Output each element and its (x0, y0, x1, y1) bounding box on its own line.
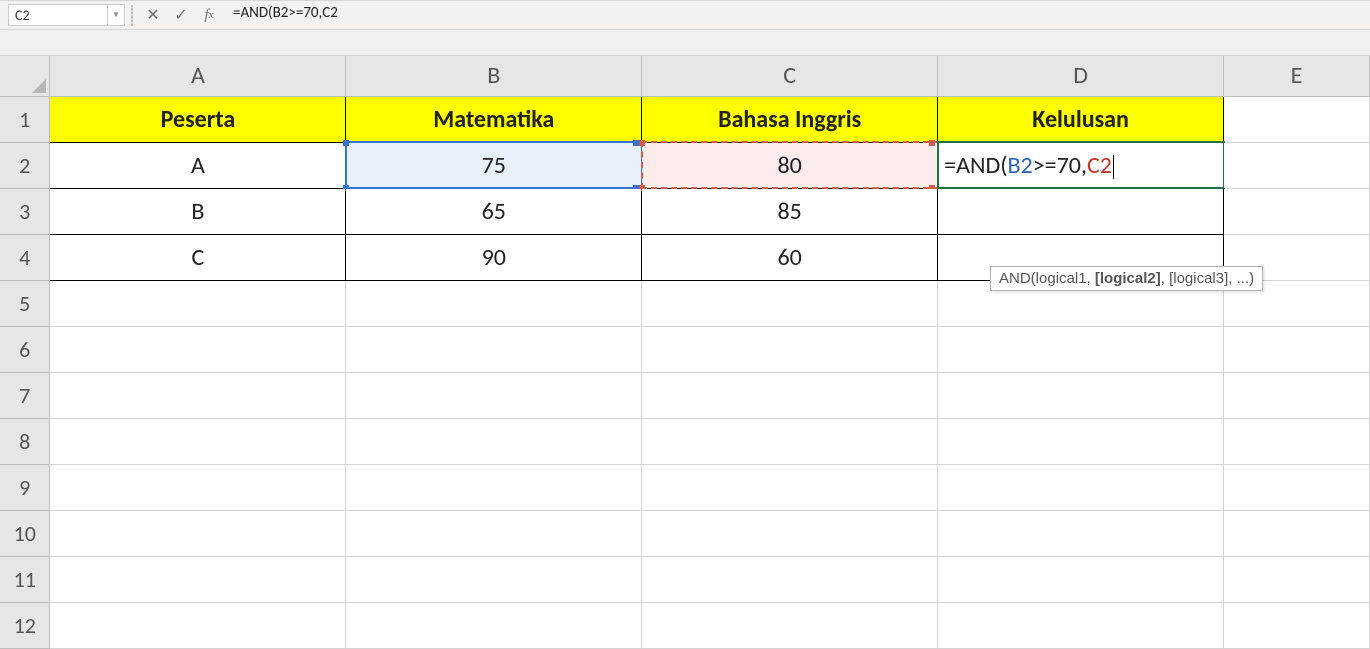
cell-B10[interactable] (346, 510, 642, 556)
formula-ref-c2: C2 (1087, 151, 1112, 180)
cell-A6[interactable] (50, 326, 346, 372)
row-header-8[interactable]: 8 (0, 418, 50, 464)
cell-B12[interactable] (346, 602, 642, 648)
col-header-E[interactable]: E (1224, 56, 1370, 96)
row-header-11[interactable]: 11 (0, 556, 50, 602)
cell-C10[interactable] (642, 510, 938, 556)
cell-A12[interactable] (50, 602, 346, 648)
cell-C1[interactable]: Bahasa Inggris (642, 96, 938, 142)
tooltip-fn: AND (999, 270, 1031, 287)
cell-C8[interactable] (642, 418, 938, 464)
cell-E6[interactable] (1224, 326, 1370, 372)
cell-E7[interactable] (1224, 372, 1370, 418)
text-cursor (1113, 155, 1114, 179)
cell-A11[interactable] (50, 556, 346, 602)
cell-D12[interactable] (938, 602, 1224, 648)
formula-input[interactable]: =AND(B2>=70,C2 (223, 4, 1362, 26)
cell-A8[interactable] (50, 418, 346, 464)
cell-A10[interactable] (50, 510, 346, 556)
formula-text: =AND(B2>=70,C2 (233, 4, 338, 22)
enter-icon[interactable]: ✓ (167, 3, 195, 27)
cell-C2[interactable]: 80 (642, 142, 938, 188)
row-header-4[interactable]: 4 (0, 234, 50, 280)
grid: A B C D E 1 Peserta Matematika Bahasa In… (0, 56, 1370, 649)
row-header-12[interactable]: 12 (0, 602, 50, 648)
row-header-3[interactable]: 3 (0, 188, 50, 234)
cell-C11[interactable] (642, 556, 938, 602)
cell-E1[interactable] (1224, 96, 1370, 142)
cell-B8[interactable] (346, 418, 642, 464)
cell-D8[interactable] (938, 418, 1224, 464)
formula-eq: = (944, 151, 956, 180)
cell-D1[interactable]: Kelulusan (938, 96, 1224, 142)
cell-B4[interactable]: 90 (346, 234, 642, 280)
tooltip-arg1: logical1, (1036, 270, 1095, 287)
cell-A2[interactable]: A (50, 142, 346, 188)
cell-D3[interactable] (938, 188, 1224, 234)
name-box-value: C2 (15, 7, 30, 24)
col-header-C[interactable]: C (642, 56, 938, 96)
cell-E10[interactable] (1224, 510, 1370, 556)
cell-D10[interactable] (938, 510, 1224, 556)
row-header-7[interactable]: 7 (0, 372, 50, 418)
function-tooltip[interactable]: AND(logical1, [logical2], [logical3], ..… (990, 266, 1263, 291)
cell-A1[interactable]: Peserta (50, 96, 346, 142)
cell-A4[interactable]: C (50, 234, 346, 280)
cell-B5[interactable] (346, 280, 642, 326)
cell-A9[interactable] (50, 464, 346, 510)
cell-B7[interactable] (346, 372, 642, 418)
cell-B1[interactable]: Matematika (346, 96, 642, 142)
formula-fn: AND( (956, 151, 1007, 180)
cell-B6[interactable] (346, 326, 642, 372)
cell-C9[interactable] (642, 464, 938, 510)
divider (131, 5, 133, 26)
cell-C12[interactable] (642, 602, 938, 648)
cell-B2[interactable]: 75 (346, 142, 642, 188)
cell-C5[interactable] (642, 280, 938, 326)
cell-E8[interactable] (1224, 418, 1370, 464)
row-header-1[interactable]: 1 (0, 96, 50, 142)
row-header-2[interactable]: 2 (0, 142, 50, 188)
select-all-corner[interactable] (0, 56, 50, 96)
cell-A3[interactable]: B (50, 188, 346, 234)
formula-bar: C2 ▼ ✕ ✓ fx =AND(B2>=70,C2 (0, 0, 1370, 30)
fx-icon[interactable]: fx (195, 3, 223, 27)
tooltip-arg2: [logical2] (1095, 270, 1161, 287)
spacer (0, 30, 1370, 56)
cell-A5[interactable] (50, 280, 346, 326)
cell-D11[interactable] (938, 556, 1224, 602)
row-header-5[interactable]: 5 (0, 280, 50, 326)
cell-B9[interactable] (346, 464, 642, 510)
row-header-10[interactable]: 10 (0, 510, 50, 556)
cell-D6[interactable] (938, 326, 1224, 372)
cell-C6[interactable] (642, 326, 938, 372)
cell-C3[interactable]: 85 (642, 188, 938, 234)
cell-E3[interactable] (1224, 188, 1370, 234)
name-box[interactable]: C2 (8, 4, 108, 26)
cell-D7[interactable] (938, 372, 1224, 418)
col-header-A[interactable]: A (50, 56, 346, 96)
cell-E2[interactable] (1224, 142, 1370, 188)
cell-C4[interactable]: 60 (642, 234, 938, 280)
cell-E11[interactable] (1224, 556, 1370, 602)
tooltip-arg3: , [logical3], ...) (1161, 270, 1254, 287)
cell-B11[interactable] (346, 556, 642, 602)
worksheet[interactable]: A B C D E 1 Peserta Matematika Bahasa In… (0, 56, 1370, 649)
cell-D2-editing[interactable]: =AND(B2>=70,C2 (938, 142, 1224, 188)
cell-B3[interactable]: 65 (346, 188, 642, 234)
row-header-6[interactable]: 6 (0, 326, 50, 372)
cell-E9[interactable] (1224, 464, 1370, 510)
name-box-dropdown[interactable]: ▼ (108, 4, 125, 26)
formula-ref-b2: B2 (1007, 151, 1032, 180)
formula-mid: >=70, (1033, 151, 1087, 180)
cell-E12[interactable] (1224, 602, 1370, 648)
cancel-icon[interactable]: ✕ (139, 3, 167, 27)
cell-A7[interactable] (50, 372, 346, 418)
col-header-D[interactable]: D (938, 56, 1224, 96)
col-header-B[interactable]: B (346, 56, 642, 96)
row-header-9[interactable]: 9 (0, 464, 50, 510)
cell-C7[interactable] (642, 372, 938, 418)
cell-D9[interactable] (938, 464, 1224, 510)
